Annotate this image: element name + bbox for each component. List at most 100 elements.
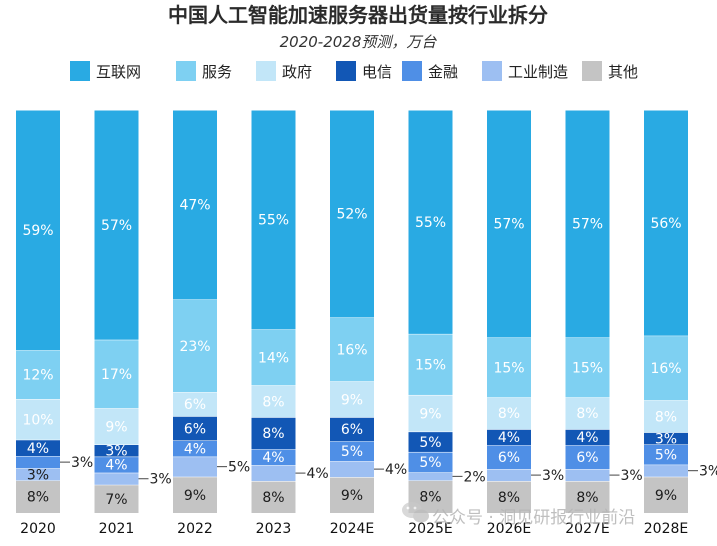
bar-segment <box>565 337 610 398</box>
x-tick-label: 2023 <box>256 521 292 537</box>
x-axis: 2020 2021 2022 2023 2024E 2025E 2026E 2027E 2028… <box>20 521 688 537</box>
legend-label: 工业制造 <box>508 63 568 81</box>
segment-label: 9% <box>419 406 441 422</box>
legend-label: 其他 <box>608 63 638 81</box>
callout-label: 3% <box>542 468 564 484</box>
segment-label: 8% <box>655 409 677 425</box>
callout-label: 3% <box>71 455 93 471</box>
bar-group: 8% 3% 4% 10% 12% 59% <box>16 109 60 513</box>
segment-label: 6% <box>341 422 363 438</box>
segment-label: 4% <box>184 442 206 458</box>
legend-label: 政府 <box>282 63 312 81</box>
segment-label: 47% <box>179 198 210 214</box>
legend-item: 电信 <box>336 61 392 81</box>
bar-segment <box>565 481 610 513</box>
segment-label: 8% <box>27 490 49 506</box>
segment-label: 5% <box>341 444 363 460</box>
segment-label: 8% <box>262 394 284 410</box>
bar-segment <box>487 445 531 470</box>
bar-segment <box>644 464 688 477</box>
bar-segment <box>251 449 296 466</box>
bar-group: 9% 5% 6% 9% 16% 52% <box>330 109 374 513</box>
bar-segment <box>16 480 60 513</box>
legend-item: 服务 <box>176 61 232 81</box>
bar-segment <box>16 456 60 469</box>
segment-label: 57% <box>572 217 603 233</box>
bar-segment <box>487 397 531 430</box>
bar-segment <box>330 417 374 442</box>
segment-label: 14% <box>258 350 289 366</box>
bar-segment <box>408 394 453 432</box>
segment-label: 8% <box>262 426 284 442</box>
segment-label: 8% <box>576 490 598 506</box>
segment-label: 6% <box>576 450 598 466</box>
segment-label: 23% <box>179 339 210 355</box>
segment-label: 3% <box>105 444 127 460</box>
segment-label: 9% <box>655 488 677 504</box>
watermark: 公众号 · 洞见研报行业前沿 <box>402 502 635 528</box>
segment-label: 8% <box>262 490 284 506</box>
segment-label: 8% <box>419 490 441 506</box>
bar-segment <box>16 399 60 440</box>
callout-label: 2% <box>464 469 486 485</box>
bar-segment <box>94 472 139 485</box>
bar-segment <box>330 461 374 478</box>
segment-label: 5% <box>419 435 441 451</box>
segment-label: 10% <box>22 412 53 428</box>
bar-group: 9% 5%3% 8% 16% 56% <box>644 109 688 513</box>
segment-label: 9% <box>341 488 363 504</box>
bar-segment <box>487 429 531 446</box>
callout-label: 3% <box>621 468 643 484</box>
bar-segment <box>16 468 60 481</box>
x-tick-label: 2025E <box>408 521 452 537</box>
legend-item: 互联网 <box>70 61 141 81</box>
segment-label: 16% <box>650 361 681 377</box>
bar-segment <box>94 408 139 445</box>
legend-label: 服务 <box>202 63 232 81</box>
segment-label: 55% <box>415 215 446 231</box>
legend-swatch <box>582 61 602 81</box>
bar-segment <box>251 481 296 513</box>
segment-label: 6% <box>498 450 520 466</box>
legend-swatch <box>482 61 502 81</box>
bar-segment <box>565 445 610 470</box>
legend-label: 互联网 <box>96 63 141 81</box>
bar-group: 8% 4% 8% 8% 14% 55% <box>251 109 296 513</box>
chart-title: 中国人工智能加速服务器出货量按行业拆分 <box>168 3 548 27</box>
segment-label: 15% <box>572 360 603 376</box>
segment-label: 4% <box>498 430 520 446</box>
bar-segment <box>94 339 139 409</box>
bar-segment <box>644 110 688 336</box>
segment-label: 9% <box>184 488 206 504</box>
segment-label: 6% <box>184 397 206 413</box>
bar-segment <box>408 472 453 481</box>
bar-segment <box>16 439 60 457</box>
callout-label: 4% <box>307 466 329 482</box>
legend-swatch <box>336 61 356 81</box>
legend-swatch <box>256 61 276 81</box>
bar-segment <box>487 481 531 513</box>
bar-segment <box>408 431 453 452</box>
segment-label: 5% <box>419 455 441 471</box>
bar-segment <box>330 477 374 513</box>
x-tick-label: 2028E <box>644 521 688 537</box>
x-tick-label: 2020 <box>20 521 56 537</box>
wechat-icon <box>402 502 429 523</box>
callout-label: 3% <box>699 464 717 480</box>
bar-segment <box>251 465 296 482</box>
segment-label: 15% <box>415 357 446 373</box>
callout-label: 3% <box>150 472 172 488</box>
x-tick-label: 2027E <box>565 521 609 537</box>
bar-segment <box>330 441 374 462</box>
bar-segment <box>565 469 610 482</box>
bar-segment <box>644 444 688 465</box>
segment-label: 16% <box>336 342 367 358</box>
bar-segment <box>173 392 217 417</box>
bar-segment <box>487 337 531 398</box>
watermark-text: 公众号 · 洞见研报行业前沿 <box>432 508 635 528</box>
legend: 互联网 服务 政府 电信 金融 工业制造 其他 <box>70 61 638 81</box>
bar-segment <box>16 110 60 351</box>
legend-label: 电信 <box>362 63 392 81</box>
bar-segment <box>251 417 296 450</box>
x-tick-label: 2026E <box>487 521 531 537</box>
